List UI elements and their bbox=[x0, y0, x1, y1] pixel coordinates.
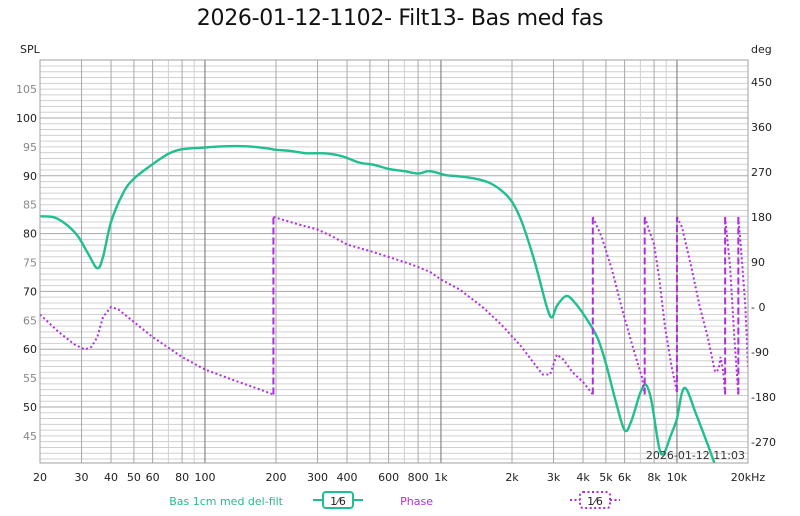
spl-tick-label: 50 bbox=[23, 401, 37, 414]
phase-tick-label: -270 bbox=[751, 436, 776, 449]
spl-tick-label: 80 bbox=[23, 228, 37, 241]
plot-frame bbox=[39, 59, 749, 464]
frequency-tick-label: 10k bbox=[667, 471, 688, 484]
frequency-tick-label: 100 bbox=[194, 471, 215, 484]
frequency-tick-label: 80 bbox=[175, 471, 189, 484]
spl-tick-label: 55 bbox=[23, 372, 37, 385]
frequency-tick-label: 200 bbox=[266, 471, 287, 484]
frequency-tick-label: 1k bbox=[434, 471, 448, 484]
spl-tick-label: 90 bbox=[23, 170, 37, 183]
phase-tick-label: - 0 bbox=[751, 301, 765, 314]
phase-tick-label: -90 bbox=[751, 346, 769, 359]
frequency-tick-label: 2k bbox=[505, 471, 519, 484]
phase-curve bbox=[643, 216, 678, 393]
phase-tick-label: 450 bbox=[751, 76, 772, 89]
spl-axis-labels: 45 50 55 60 65 70 75 80 85 90 95 100 105 bbox=[16, 83, 37, 443]
phase-axis-labels: -270 -180 -90 - 0 90 180 270 360 450 bbox=[751, 76, 776, 449]
left-axis-unit: SPL bbox=[20, 43, 40, 56]
frequency-tick-label: 6k bbox=[618, 471, 632, 484]
spl-tick-label: 100 bbox=[16, 112, 37, 125]
spl-curve bbox=[40, 144, 716, 463]
frequency-tick-label: 300 bbox=[307, 471, 328, 484]
spl-tick-label: 75 bbox=[23, 257, 37, 270]
phase-tick-label: 270 bbox=[751, 166, 772, 179]
frequency-tick-label: 40 bbox=[104, 471, 118, 484]
frequency-axis-labels: 20 30 40 50 60 80 100 200 300 400 600 800 1k 2k 3k 4k 5k… bbox=[33, 471, 765, 484]
spl-tick-label: 70 bbox=[23, 285, 37, 298]
phase-curve bbox=[40, 305, 274, 396]
legend-label: Phase bbox=[400, 495, 433, 508]
series-lines bbox=[40, 144, 748, 463]
phase-tick-label: 180 bbox=[751, 211, 772, 224]
frequency-tick-label: 20 bbox=[33, 471, 47, 484]
spl-tick-label: 105 bbox=[16, 83, 37, 96]
phase-tick-label: 90 bbox=[751, 256, 765, 269]
phase-tick-label: -180 bbox=[751, 391, 776, 404]
frequency-tick-label: 8k bbox=[647, 471, 661, 484]
spl-tick-label: 85 bbox=[23, 199, 37, 212]
grid bbox=[39, 60, 749, 463]
legend-label: Bas 1cm med del-filt bbox=[169, 495, 283, 508]
phase-curve bbox=[724, 216, 740, 395]
spl-tick-label: 45 bbox=[23, 430, 37, 443]
legend-smoothing-label: 1⁄6 bbox=[330, 495, 346, 508]
frequency-tick-label: 400 bbox=[337, 471, 358, 484]
frequency-tick-label: 50 bbox=[127, 471, 141, 484]
right-axis-unit: deg bbox=[751, 43, 772, 56]
chart-title: 2026-01-12-1102- Filt13- Bas med fas bbox=[196, 6, 604, 31]
spl-tick-label: 65 bbox=[23, 314, 37, 327]
phase-curve bbox=[591, 216, 646, 395]
frequency-tick-label: 3k bbox=[547, 471, 561, 484]
phase-curve bbox=[676, 216, 727, 395]
phase-tick-label: 360 bbox=[751, 121, 772, 134]
spl-tick-label: 95 bbox=[23, 141, 37, 154]
legend: Bas 1cm med del-filt 1⁄6 Phase 1⁄6 bbox=[169, 491, 620, 509]
legend-smoothing-box bbox=[579, 491, 611, 509]
frequency-tick-label: 600 bbox=[378, 471, 399, 484]
legend-smoothing-label: 1⁄6 bbox=[587, 495, 603, 508]
frequency-tick-label: 4k bbox=[576, 471, 590, 484]
frequency-tick-label: 30 bbox=[75, 471, 89, 484]
frequency-tick-label: 20kHz bbox=[731, 471, 766, 484]
frequency-tick-label: 60 bbox=[146, 471, 160, 484]
frequency-tick-label: 5k bbox=[599, 471, 613, 484]
timestamp: 2026-01-12 11:03 bbox=[646, 449, 745, 462]
spl-tick-label: 60 bbox=[23, 343, 37, 356]
phase-curve bbox=[273, 216, 594, 396]
frequency-tick-label: 800 bbox=[408, 471, 429, 484]
